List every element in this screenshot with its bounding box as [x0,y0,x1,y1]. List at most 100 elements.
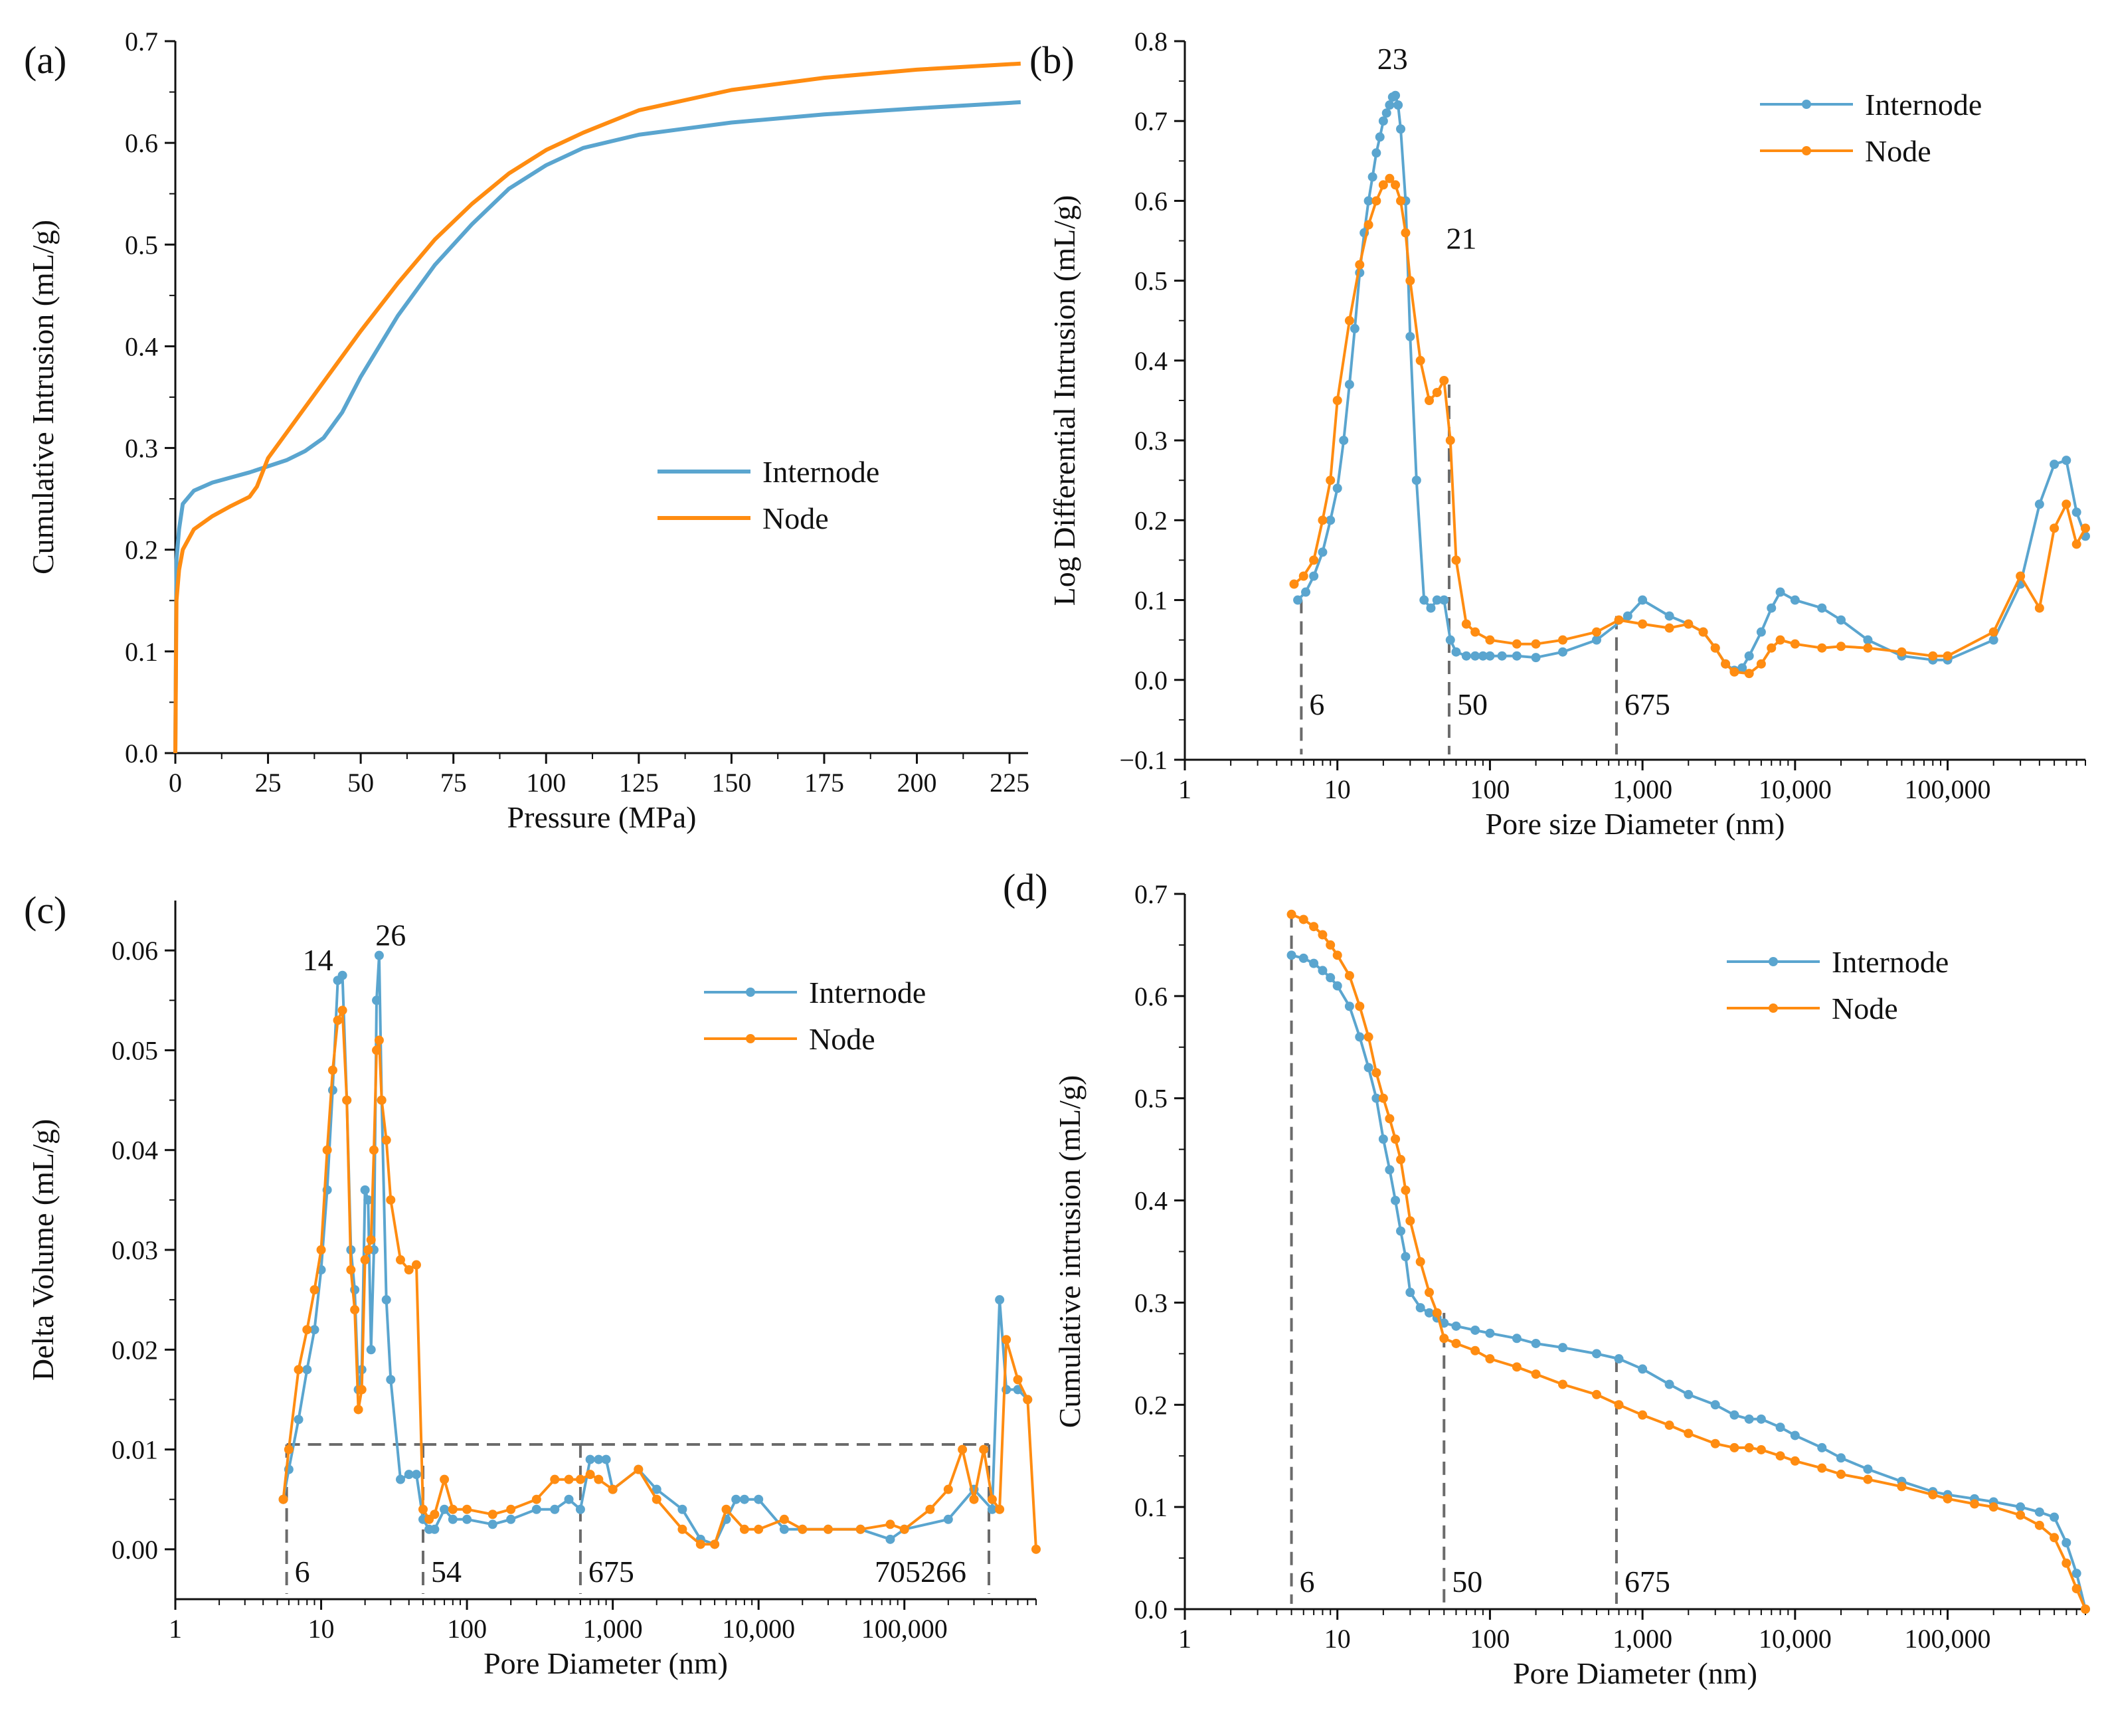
y-tick-label: 0.4 [1134,1186,1168,1216]
data-point [1698,627,1708,637]
data-point [1363,1032,1373,1042]
data-point [2050,1512,2060,1522]
data-point [2034,1520,2044,1530]
y-tick-label: 0.04 [112,1136,158,1166]
y-tick-label: 0.2 [1134,505,1168,535]
data-point [366,1345,376,1355]
data-point [987,1504,997,1514]
data-point [322,1145,332,1155]
data-point [1988,635,1998,645]
data-point [1391,90,1401,100]
data-point [1470,651,1480,661]
data-point [1396,1155,1406,1165]
data-point [1928,651,1938,661]
data-point [1451,1338,1461,1348]
legend: Internode Node [1727,945,1949,1025]
data-point [1286,950,1296,960]
x-tick-label: 225 [990,768,1029,798]
data-point [1497,651,1507,661]
data-point [798,1524,808,1534]
data-point [2016,571,2026,581]
y-tick-label: 0.4 [1134,346,1168,376]
data-point [969,1494,979,1504]
data-point [995,1504,1005,1514]
x-axis-title: Pore Diameter (nm) [1513,1656,1757,1690]
y-tick-label: 0.3 [125,434,158,464]
data-point [995,1295,1005,1305]
data-point [1461,619,1471,629]
data-point [1391,180,1401,190]
data-point [1817,1442,1827,1452]
x-tick-label: 100,000 [1905,774,1991,804]
y-tick-label: 0.6 [1134,982,1168,1011]
data-point [1638,1364,1648,1374]
data-point [1396,1226,1406,1236]
data-point [1301,587,1311,597]
data-point [564,1474,574,1484]
y-tick-label: 0.8 [1134,27,1168,56]
data-point [1614,1354,1624,1364]
data-point [1863,1464,1873,1474]
data-point [1928,1490,1938,1500]
peak-label: 23 [1377,42,1408,76]
data-point [1445,436,1455,446]
data-point [278,1494,288,1504]
data-point [1405,331,1415,341]
data-point [1318,930,1328,940]
data-point [2034,1507,2044,1517]
x-tick-label: 10 [308,1614,335,1644]
data-point [1478,651,1488,661]
legend-marker [1769,1003,1778,1013]
data-point [1415,355,1425,365]
data-point [1767,603,1777,613]
data-point [779,1524,789,1534]
data-point [585,1454,595,1464]
data-point [1298,571,1308,581]
data-point [739,1524,749,1534]
data-point [353,1405,363,1415]
y-tick-label: 0.06 [112,936,158,966]
data-point [1684,619,1694,629]
data-point [1531,1338,1541,1348]
x-axis-title: Pore Diameter (nm) [483,1646,728,1680]
data-point [1558,1343,1568,1353]
data-point [1405,276,1415,286]
data-point [1344,1001,1354,1011]
data-point [1363,220,1373,230]
data-point [1943,651,1953,661]
data-point [1817,643,1827,653]
data-point [1664,623,1674,633]
data-point [1419,595,1429,605]
data-point [363,1195,373,1205]
data-point [1378,180,1388,190]
data-point [1897,1482,1907,1492]
data-point [1318,966,1328,976]
series-line-node [173,61,1021,754]
data-point [1531,639,1541,649]
data-point [1451,1321,1461,1331]
data-point [1405,1216,1415,1226]
data-point [448,1504,458,1514]
data-point [1385,1165,1395,1175]
data-point [1512,1334,1522,1344]
data-point [374,1035,384,1045]
data-point [1664,611,1674,621]
data-point [440,1504,450,1514]
y-tick-label: −0.1 [1119,745,1168,775]
data-point [1401,228,1411,238]
data-point [1756,627,1766,637]
data-point [372,996,382,1005]
x-tick-label: 10,000 [1759,1624,1832,1654]
x-tick-label: 125 [619,768,659,798]
data-point [531,1494,541,1504]
data-point [487,1510,497,1519]
data-point [1737,663,1747,673]
data-point [1451,647,1461,657]
data-point [1385,1114,1395,1124]
data-point [2061,1558,2071,1568]
panel-label: (b) [1029,39,1075,82]
data-point [302,1325,312,1335]
data-point [337,1005,347,1015]
data-point [1332,483,1342,493]
